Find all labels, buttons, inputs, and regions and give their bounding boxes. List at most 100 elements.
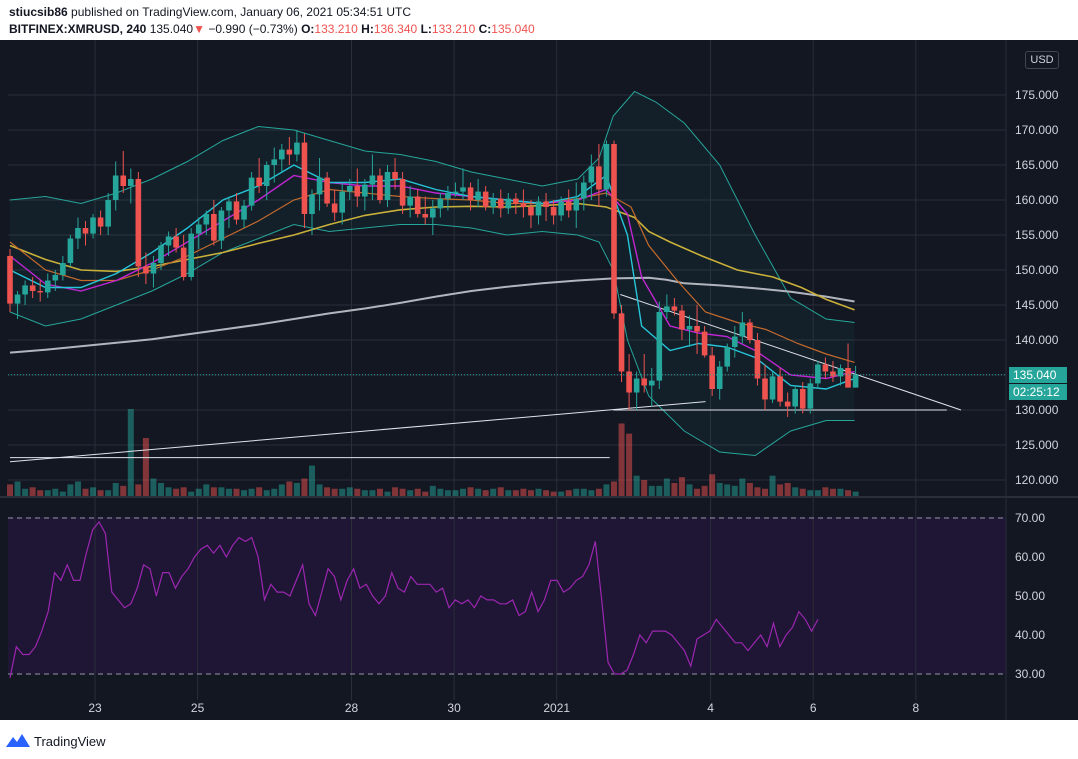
- volume-bar: [225, 488, 232, 496]
- tradingview-brand[interactable]: TradingView: [34, 734, 106, 749]
- candle: [852, 365, 859, 388]
- candle-body: [392, 172, 398, 179]
- volume-bar: [784, 482, 791, 496]
- candle: [218, 207, 225, 249]
- time-tick-label: 2021: [543, 701, 570, 715]
- candle: [528, 200, 534, 228]
- last-price: 135.040: [149, 22, 194, 36]
- candle-body: [29, 285, 36, 291]
- candle: [407, 186, 413, 218]
- volume-bar: [316, 484, 323, 496]
- volume-bar: [376, 488, 383, 496]
- candle: [709, 347, 715, 396]
- time-tick-label: 6: [810, 701, 817, 715]
- volume-bar: [618, 423, 625, 496]
- candle: [716, 361, 723, 400]
- tradingview-logo-icon[interactable]: [6, 733, 30, 747]
- candle: [603, 140, 610, 197]
- candle: [75, 217, 81, 249]
- candle: [316, 158, 323, 211]
- candle-body: [747, 322, 753, 340]
- candle-body: [565, 201, 572, 211]
- time-tick-label: 25: [191, 701, 205, 715]
- low-label: L:: [420, 22, 432, 36]
- candle-body: [445, 193, 451, 199]
- candle: [37, 280, 43, 302]
- candle-body: [694, 326, 700, 332]
- volume-bar: [709, 474, 716, 496]
- close-label: C:: [478, 22, 492, 36]
- candle-body: [294, 142, 300, 155]
- candle-body: [641, 378, 647, 386]
- candle: [777, 368, 783, 407]
- volume-bar: [671, 482, 678, 496]
- volume-bar: [271, 488, 278, 496]
- candle: [822, 357, 829, 379]
- candle: [694, 305, 700, 354]
- candle-body: [82, 228, 89, 234]
- candle: [377, 168, 383, 204]
- volume-bar: [611, 481, 617, 496]
- chart-header: stiucsib86 published on TradingView.com,…: [0, 0, 1078, 40]
- candle: [241, 200, 247, 228]
- candle-body: [490, 198, 496, 207]
- chart-canvas[interactable]: 120.000125.000130.000135.000140.000145.0…: [0, 0, 1078, 720]
- volume-bar: [324, 487, 331, 496]
- candle-body: [241, 205, 247, 220]
- volume-bar: [422, 491, 429, 496]
- candle: [792, 385, 798, 414]
- candle: [14, 291, 21, 319]
- close-value: 135.040: [491, 22, 535, 36]
- candle: [188, 228, 194, 281]
- candle-body: [165, 236, 172, 246]
- moving-average-white: [9, 276, 855, 354]
- volume-bar: [694, 488, 701, 496]
- volume-bar: [550, 491, 557, 496]
- candle: [97, 210, 104, 235]
- candle: [271, 147, 278, 183]
- high-value: 136.340: [373, 22, 418, 36]
- candle: [301, 133, 308, 228]
- currency-badge[interactable]: USD: [1025, 51, 1059, 69]
- candle: [626, 354, 632, 410]
- candle: [331, 189, 338, 221]
- price-tick-label: 155.000: [1015, 228, 1059, 242]
- volume-bar: [339, 488, 346, 496]
- volume-bar: [407, 490, 414, 496]
- candle-body: [354, 186, 361, 197]
- candle-body: [256, 177, 262, 186]
- volume-bar: [497, 487, 504, 496]
- volume-bar: [633, 475, 640, 496]
- time-tick-label: 8: [912, 701, 919, 715]
- publisher-name[interactable]: stiucsib86: [9, 5, 68, 19]
- candle: [52, 270, 59, 291]
- candle: [82, 221, 89, 246]
- candle: [769, 371, 776, 403]
- volume-bar: [452, 490, 459, 496]
- volume-bar: [520, 488, 527, 496]
- candle: [392, 158, 398, 190]
- candle-body: [777, 376, 783, 402]
- candle: [845, 343, 851, 388]
- last-price-tag: 135.040: [1009, 366, 1067, 383]
- volume-bar: [7, 484, 13, 496]
- candle: [762, 364, 768, 410]
- candle: [112, 161, 119, 211]
- volume-bar: [792, 487, 799, 496]
- candle-body: [550, 207, 557, 216]
- candle-body: [648, 380, 655, 386]
- volume-bar: [392, 487, 399, 496]
- candle-body: [120, 175, 127, 186]
- candle: [754, 333, 761, 386]
- candle-body: [543, 201, 549, 207]
- open-value: 133.210: [314, 22, 358, 36]
- candle-body: [90, 217, 96, 234]
- candle: [414, 189, 421, 218]
- candle: [294, 130, 300, 162]
- publish-info: stiucsib86 published on TradingView.com,…: [9, 5, 411, 19]
- candle: [369, 154, 376, 200]
- volume-bar: [29, 487, 36, 496]
- volume-bar: [845, 490, 852, 496]
- volume-bar: [210, 487, 217, 496]
- time-tick-label: 4: [707, 701, 714, 715]
